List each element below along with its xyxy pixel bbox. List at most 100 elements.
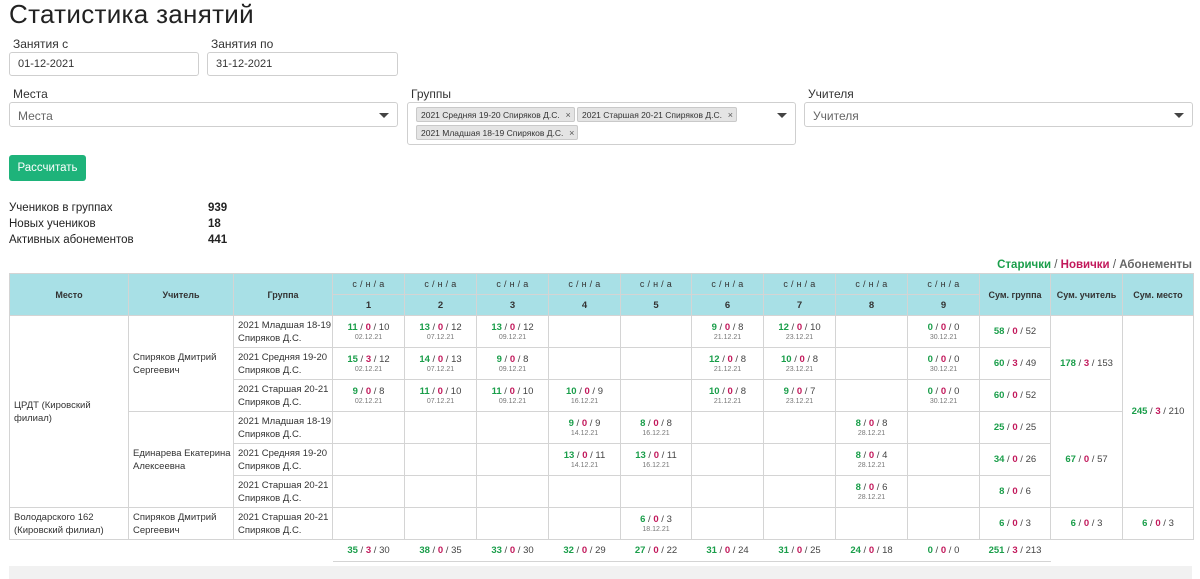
header-lesson-number: 6: [691, 294, 764, 316]
lesson-cell-empty: [763, 475, 836, 508]
remove-tag-icon[interactable]: ×: [565, 110, 571, 120]
lesson-cell: 10 / 0 / 8 21.12.21: [691, 379, 764, 412]
group-name: 2021 Старшая 20-21 Спиряков Д.С.: [233, 507, 333, 540]
table-row: ЦРДТ (Кировский филиал) Спиряков Дмитрий …: [9, 315, 1194, 508]
header-lesson-number: 5: [620, 294, 692, 316]
new-count: 0: [724, 321, 731, 333]
header-sum-group: Сум. группа: [979, 273, 1051, 316]
new-count: 0: [796, 385, 803, 397]
lesson-cell-empty: [476, 411, 549, 444]
table-row: 2021 Старшая 20-21 Спиряков Д.С. 9 / 0 / …: [10, 379, 1194, 412]
lesson-cell-empty: [332, 507, 405, 540]
lesson-cell-empty: [691, 411, 764, 444]
sum-group-cell: 60 / 0 / 52: [979, 379, 1051, 412]
new-count: 0: [581, 545, 588, 556]
date-from-input[interactable]: [9, 52, 199, 76]
lesson-cell-empty: [476, 443, 549, 476]
lesson-cell-empty: [907, 411, 980, 444]
old-count: 9: [352, 385, 358, 397]
lesson-date: 14.12.21: [570, 461, 599, 469]
old-count: 27: [634, 545, 646, 556]
old-count: 0: [927, 321, 933, 333]
new-count: 0: [653, 449, 659, 461]
lesson-cell-empty: [691, 443, 764, 476]
new-count: 0: [584, 385, 590, 397]
group-tag[interactable]: 2021 Старшая 20-21 Спиряков Д.С. ×: [577, 107, 738, 122]
horizontal-scrollbar[interactable]: [9, 566, 1192, 579]
header-sna: с / н / а: [763, 273, 836, 295]
new-count: 0: [727, 385, 733, 397]
old-count: 0: [927, 353, 933, 365]
summary-value: 18: [208, 218, 221, 230]
lesson-total: 35 / 3 / 30: [332, 539, 405, 562]
new-count: 0: [868, 417, 875, 429]
sum-group-cell: 8 / 0 / 6: [979, 475, 1051, 508]
sum-teacher-cell: 6 / 0 / 3: [1050, 507, 1123, 540]
lesson-date: 16.12.21: [570, 397, 599, 405]
new-count: 0: [1012, 326, 1018, 337]
subscriptions-count: 8: [882, 417, 888, 429]
place-name: ЦРДТ (Кировский филиал): [9, 315, 129, 508]
lesson-cell-empty: [404, 475, 477, 508]
summary-label: Новых учеников: [9, 218, 96, 230]
group-name: 2021 Средняя 19-20 Спиряков Д.С.: [233, 443, 333, 476]
header-sum-teacher: Сум. учитель: [1050, 273, 1123, 316]
new-count: 3: [365, 545, 372, 556]
lesson-cell: 9 / 0 / 9 14.12.21: [548, 411, 621, 444]
remove-tag-icon[interactable]: ×: [569, 128, 575, 138]
calculate-button[interactable]: Рассчитать: [9, 155, 86, 181]
new-count: 0: [653, 417, 659, 429]
subscriptions-count: 22: [666, 545, 678, 556]
new-count: 0: [365, 321, 371, 333]
places-select[interactable]: Места: [9, 102, 398, 127]
teacher-name: Единарева Екатерина Алексеевна: [128, 411, 234, 508]
lesson-date: 21.12.21: [713, 333, 742, 341]
lesson-cell-empty: [835, 315, 908, 348]
old-count: 9: [711, 321, 717, 333]
group-tag[interactable]: 2021 Средняя 19-20 Спиряков Д.С. ×: [416, 107, 575, 122]
subscriptions-count: 8: [379, 385, 385, 397]
date-to-input[interactable]: [207, 52, 398, 76]
summary-label: Учеников в группах: [9, 202, 113, 214]
subscriptions-count: 4: [882, 449, 888, 461]
lesson-cell-empty: [835, 347, 908, 380]
new-count: 0: [940, 321, 947, 333]
lesson-cell-empty: [548, 347, 621, 380]
new-count: 3: [1083, 358, 1090, 369]
sum-group-cell: 34 / 0 / 26: [979, 443, 1051, 476]
old-count: 58: [993, 326, 1005, 337]
lesson-cell-empty: [691, 507, 764, 540]
legend-old: Старички: [997, 259, 1052, 271]
old-count: 6: [1142, 518, 1148, 529]
page-title: Статистика занятий: [9, 0, 254, 29]
remove-tag-icon[interactable]: ×: [727, 110, 734, 120]
lesson-cell-empty: [404, 411, 477, 444]
lesson-date: 14.12.21: [570, 429, 599, 437]
old-count: 178: [1060, 358, 1076, 369]
subscriptions-count: 213: [1025, 545, 1042, 556]
group-tag[interactable]: 2021 Младшая 18-19 Спиряков Д.С. ×: [416, 125, 579, 140]
lesson-cell-empty: [907, 443, 980, 476]
old-count: 32: [563, 545, 574, 556]
groups-select[interactable]: 2021 Средняя 19-20 Спиряков Д.С. × 2021 С…: [407, 102, 796, 145]
lesson-cell: 10 / 0 / 9 16.12.21: [548, 379, 621, 412]
old-count: 35: [347, 545, 358, 556]
subscriptions-count: 153: [1097, 358, 1113, 369]
subscriptions-count: 25: [810, 545, 821, 556]
groups-label: Группы: [411, 87, 451, 101]
new-count: 0: [509, 385, 515, 397]
new-count: 0: [1012, 486, 1018, 497]
new-count: 0: [799, 353, 805, 365]
subscriptions-count: 8: [523, 353, 529, 365]
old-count: 11: [347, 321, 358, 333]
lesson-date: 30.12.21: [929, 365, 958, 373]
header-sna: с / н / а: [907, 273, 980, 295]
subscriptions-count: 0: [954, 545, 960, 556]
new-count: 0: [1083, 518, 1090, 529]
subscriptions-count: 8: [666, 417, 672, 429]
group-name: 2021 Старшая 20-21 Спиряков Д.С.: [233, 475, 333, 508]
legend: Старички / Новички / Абонементы: [997, 259, 1192, 271]
header-group: Группа: [233, 273, 333, 316]
teachers-select[interactable]: Учителя: [804, 102, 1193, 127]
old-count: 13: [491, 321, 502, 333]
